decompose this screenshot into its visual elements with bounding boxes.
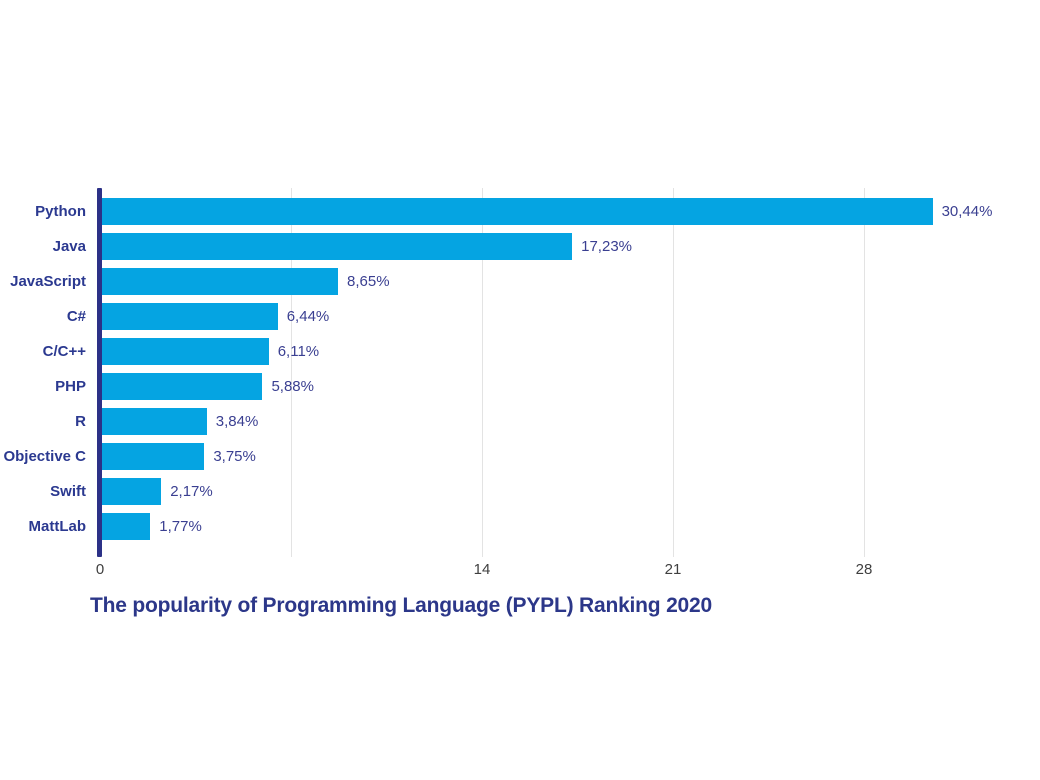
value-label: 3,75% <box>213 448 256 465</box>
gridline <box>290 188 292 557</box>
category-label: Java <box>52 238 86 255</box>
bar <box>102 373 263 400</box>
bar <box>102 198 933 225</box>
category-label: C/C++ <box>42 343 86 360</box>
category-label: R <box>75 413 86 430</box>
value-label: 1,77% <box>159 518 202 535</box>
bar <box>102 233 573 260</box>
chart-title: The popularity of Programming Language (… <box>90 594 712 617</box>
y-axis-line <box>97 188 102 557</box>
value-label: 6,11% <box>277 343 320 360</box>
value-label: 5,88% <box>271 378 314 395</box>
x-tick-label: 0 <box>95 561 105 578</box>
bar <box>102 303 278 330</box>
value-label: 2,17% <box>170 483 213 500</box>
bar <box>102 513 151 540</box>
value-label: 3,84% <box>215 413 259 430</box>
category-label: C# <box>66 308 86 325</box>
bar <box>102 478 162 505</box>
x-tick-label: 14 <box>473 561 491 578</box>
gridline <box>672 188 674 557</box>
x-tick-label: 28 <box>855 561 873 578</box>
bar <box>102 338 269 365</box>
plot-area: 30,44% 17,23% 8,65% 6,44% 6,11% 5,88% 3,84% 3,7… <box>96 188 992 578</box>
value-label: 30,44% <box>941 203 993 220</box>
category-label: MattLab <box>28 518 87 535</box>
category-axis-labels: Python Java JavaScript C# C/C++ PHP R Objective… <box>0 188 86 557</box>
category-label: PHP <box>55 378 86 395</box>
value-label: 8,65% <box>347 273 390 290</box>
category-label: JavaScript <box>10 273 86 290</box>
bar <box>102 443 205 470</box>
bar <box>102 408 207 435</box>
bar <box>102 268 339 295</box>
category-label: Objective C <box>3 448 86 465</box>
gridline <box>481 188 483 557</box>
value-label: 17,23% <box>581 238 632 255</box>
x-tick-label: 21 <box>664 561 682 578</box>
value-label: 6,44% <box>286 308 330 325</box>
category-label: Python <box>35 203 86 220</box>
gridline <box>863 188 865 557</box>
category-label: Swift <box>50 483 86 500</box>
